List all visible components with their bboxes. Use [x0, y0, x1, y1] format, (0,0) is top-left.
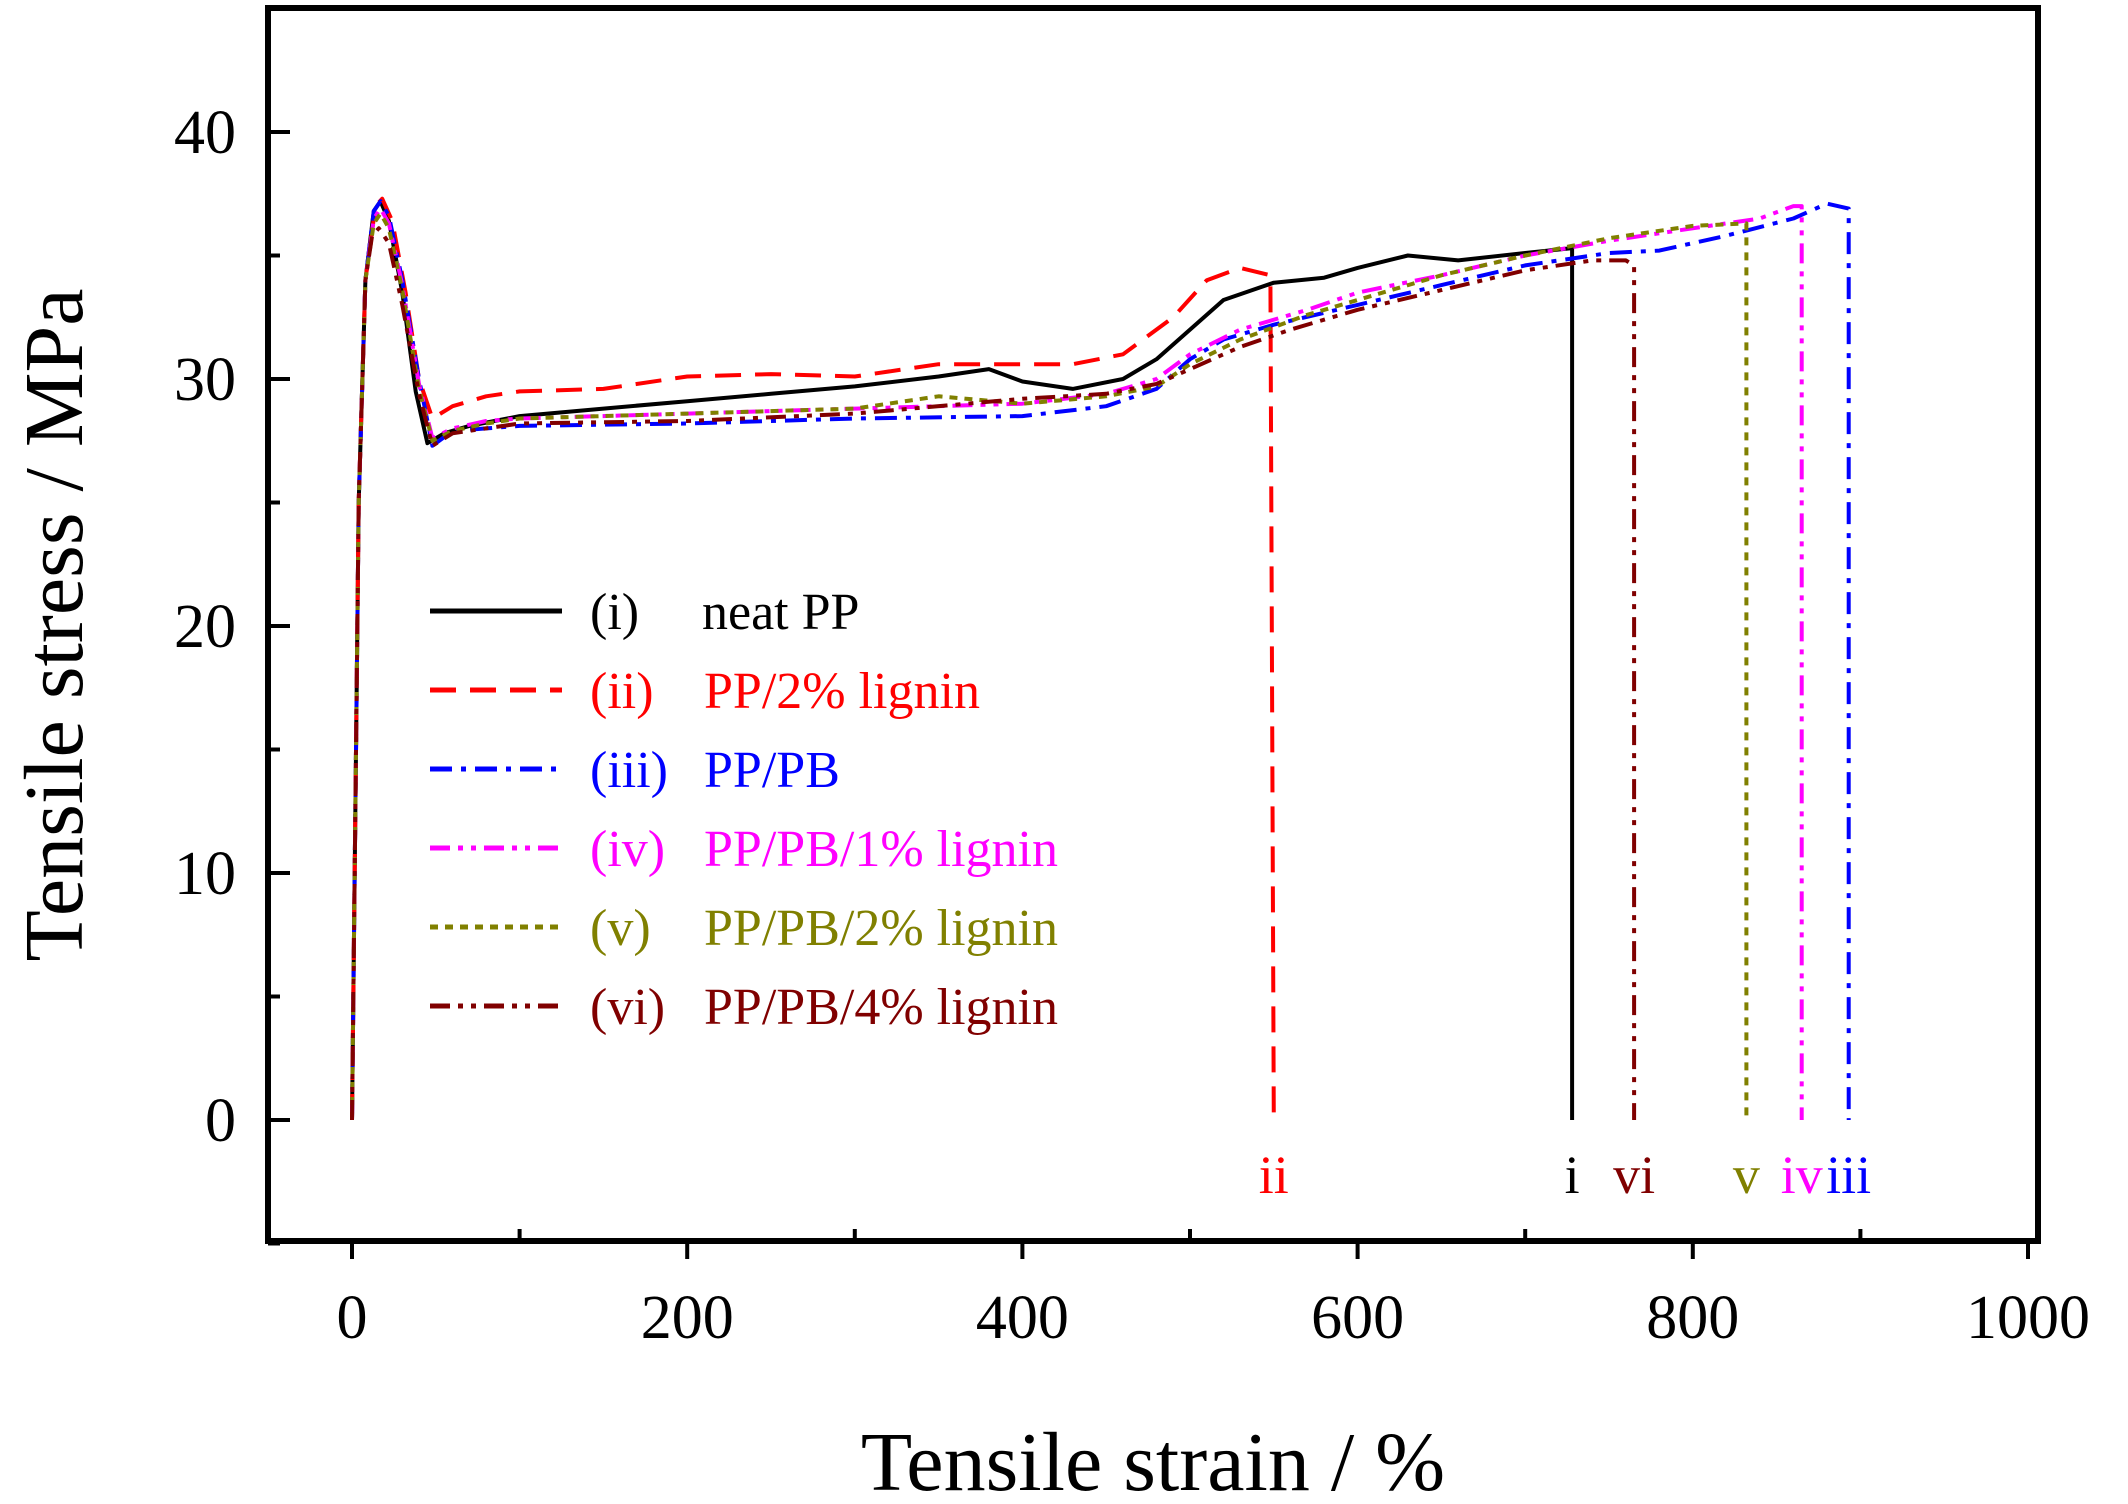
axis-tick-labels: 0 200 400 600 800 1000 0 10 20 30 40 — [174, 99, 2090, 1352]
legend-id: (ii) — [590, 663, 654, 720]
x-tick-label: 600 — [1311, 1284, 1404, 1352]
axis-ticks — [268, 6, 2030, 1259]
legend-id: (iv) — [590, 821, 665, 878]
legend-label: PP/PB — [704, 742, 840, 799]
legend-label: neat PP — [702, 584, 859, 641]
legend-label: PP/PB/1% lignin — [704, 821, 1058, 878]
legend-label: PP/PB/4% lignin — [704, 979, 1058, 1036]
legend-label: PP/2% lignin — [704, 663, 980, 720]
y-tick-label: 0 — [205, 1087, 236, 1155]
series-end-label: iv — [1781, 1145, 1823, 1205]
x-tick-label: 400 — [976, 1284, 1069, 1352]
series-line-4 — [350, 204, 1804, 1121]
series-end-label: ii — [1259, 1145, 1289, 1205]
legend-id: (v) — [590, 900, 651, 957]
legend-id: (iii) — [590, 742, 668, 799]
series-end-label: i — [1565, 1145, 1580, 1205]
x-axis-label: Tensile strain / % — [861, 1416, 1445, 1504]
legend-id: (vi) — [590, 979, 665, 1036]
x-tick-label: 800 — [1646, 1284, 1739, 1352]
y-axis-label: Tensile stress / MPa — [8, 288, 101, 961]
series-end-label: vi — [1613, 1145, 1655, 1205]
legend-label: PP/PB/2% lignin — [704, 900, 1058, 957]
legend: (i) neat PP (ii) PP/2% lignin (iii) PP/PB (iv)… — [430, 584, 1058, 1036]
x-tick-label: 1000 — [1966, 1284, 2090, 1352]
y-tick-label: 20 — [174, 593, 236, 661]
series-end-label: iii — [1826, 1145, 1871, 1205]
x-tick-label: 0 — [337, 1284, 368, 1352]
legend-id: (i) — [590, 584, 639, 641]
y-tick-label: 40 — [174, 99, 236, 167]
plot-frame — [265, 5, 2041, 1244]
series-end-label: v — [1733, 1145, 1760, 1205]
y-tick-label: 10 — [174, 840, 236, 908]
y-tick-label: 30 — [174, 346, 236, 414]
series-line-2 — [350, 196, 1276, 1121]
x-tick-label: 200 — [641, 1284, 734, 1352]
series-line-5 — [350, 211, 1749, 1121]
series-line-3 — [350, 199, 1851, 1121]
series-layer — [350, 196, 1851, 1121]
